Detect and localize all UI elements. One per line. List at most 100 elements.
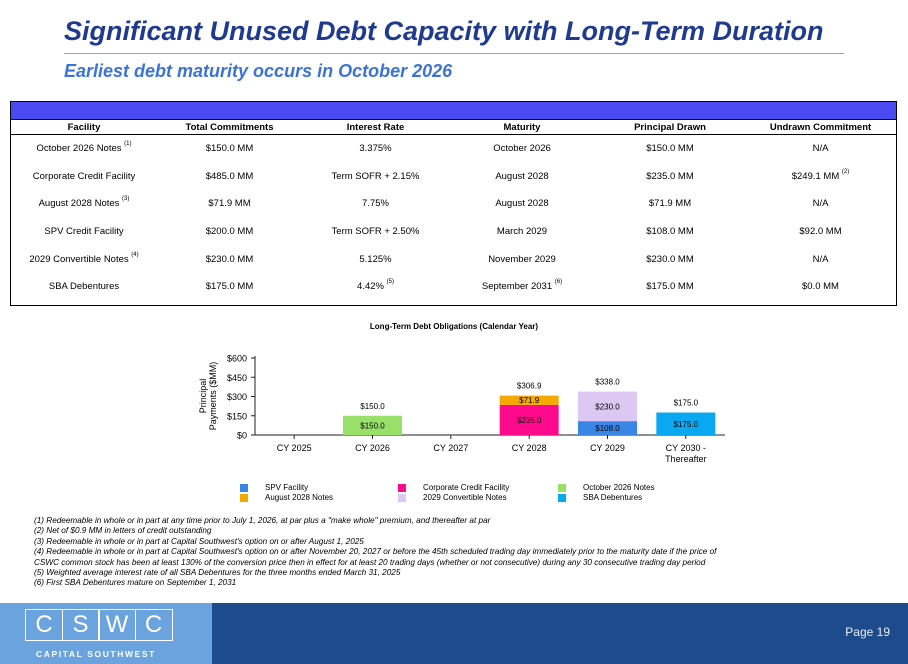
table-cell-total: $175.0 MM [157, 281, 302, 292]
cell-text: 3.375% [359, 143, 392, 155]
table-row: October 2026 Notes (1) $150.0 MM 3.375% Oct… [11, 135, 896, 163]
table-cell-facility: 2029 Convertible Notes (4) [11, 251, 157, 265]
cell-text: $249.1 MM [791, 170, 840, 182]
chart-title: Long-Term Debt Obligations (Calendar Yea… [369, 322, 539, 331]
cell-text: $0.0 MM [802, 281, 839, 293]
legend-swatch [240, 494, 248, 502]
bar-data-label: $71.9 [519, 396, 540, 405]
legend-swatch [240, 484, 248, 492]
table-cell-facility: August 2028 Notes (3) [11, 196, 157, 209]
cell-text: $230.0 MM [646, 253, 694, 265]
table-cell-rate: Term SOFR + 2.15% [302, 171, 449, 182]
column-header: Maturity [503, 121, 541, 133]
legend-swatch [558, 494, 566, 502]
footnote-ref: (6) [554, 279, 563, 286]
table-cell-maturity: November 2029 [449, 254, 595, 265]
table-cell-rate: 5.125% [302, 254, 449, 265]
cell-text: March 2029 [496, 226, 548, 238]
bar-data-label: $175.0 [674, 420, 699, 429]
bar-total-label: $150.0 [360, 402, 385, 411]
cell-text: 4.42% [357, 281, 384, 293]
table-cell-undrawn: N/A [745, 198, 896, 209]
table-cell-drawn: $235.0 MM [595, 171, 745, 182]
bar-segment [499, 395, 559, 405]
x-tick-label: CY 2025 [277, 443, 312, 453]
cell-text: SBA Debentures [48, 281, 120, 293]
y-tick-label: $600 [227, 354, 247, 364]
table-cell-maturity: August 2028 [449, 171, 595, 182]
cell-text: N/A [812, 143, 829, 155]
table-cell-total: $200.0 MM [157, 226, 302, 237]
bar-segment [656, 412, 716, 435]
table-cell-rate: 3.375% [302, 143, 449, 154]
page-number: Page 19 [845, 625, 890, 639]
table-cell-drawn: $108.0 MM [595, 226, 745, 237]
legend-label: SPV Facility [265, 483, 309, 492]
table-cell-maturity: September 2031 (6) [449, 279, 595, 293]
y-tick-label: $0 [237, 431, 247, 441]
bar-segment [578, 391, 637, 422]
cell-text: 5.125% [359, 253, 392, 265]
logo-letter: W [98, 609, 136, 641]
table-cell-total: $150.0 MM [157, 143, 302, 154]
table-cell-maturity: October 2026 [449, 143, 595, 154]
column-header: Undrawn Commitment [769, 121, 872, 133]
x-tick-label: CY 2028 [512, 443, 547, 453]
table-cell-total: $230.0 MM [157, 254, 302, 265]
bar-data-label: $108.0 [595, 424, 620, 433]
column-header: Principal Drawn [634, 121, 706, 133]
footnote: (6) First SBA Debentures mature on Septe… [34, 578, 237, 588]
page-title: Significant Unused Debt Capacity with Lo… [64, 16, 824, 46]
footnote: (2) Net of $0.9 MM in letters of credit … [34, 526, 212, 536]
cell-text: October 2026 Notes [36, 143, 122, 155]
bar-segment [578, 421, 637, 435]
column-header: Facility [67, 121, 101, 133]
x-tick-label: CY 2027 [433, 443, 468, 453]
cell-text: August 2028 [495, 170, 549, 182]
table-cell-undrawn: N/A [745, 254, 896, 265]
bar-total-label: $338.0 [595, 378, 620, 387]
table-row: 2029 Convertible Notes (4) $230.0 MM 5.125… [11, 245, 896, 273]
logo-letters: C S W C [25, 609, 173, 641]
y-tick-label: $450 [227, 373, 247, 383]
x-tick-label: CY 2029 [590, 443, 625, 453]
cell-text: September 2031 [481, 281, 553, 293]
bar-total-label: $175.0 [674, 399, 699, 408]
footnote-ref: (4) [131, 251, 139, 258]
cell-text: $71.9 MM [208, 198, 251, 210]
cell-text: $92.0 MM [799, 226, 842, 238]
table-cell-rate: 4.42% (5) [302, 279, 449, 293]
table-cell-drawn: $150.0 MM [595, 143, 745, 154]
debt-table: Facility Total Commitments Interest Rate… [10, 101, 897, 306]
legend-label: August 2028 Notes [265, 493, 334, 502]
table-cell-facility: SBA Debentures [11, 281, 157, 292]
legend-label: Corporate Credit Facility [423, 483, 510, 492]
cell-text: October 2026 [493, 143, 551, 155]
table-cell-undrawn: $92.0 MM [745, 226, 896, 237]
cell-text: $108.0 MM [646, 226, 694, 238]
table-cell-drawn: $230.0 MM [595, 254, 745, 265]
cswc-logo: C S W C CAPITAL SOUTHWEST [0, 603, 212, 664]
cell-text: Corporate Credit Facility [32, 170, 136, 182]
logo-letter: S [61, 609, 100, 641]
table-cell-maturity: March 2029 [449, 226, 595, 237]
table-row: SPV Credit Facility $200.0 MM Term SOFR + … [11, 218, 896, 246]
cell-text: November 2029 [488, 253, 556, 265]
legend-swatch [398, 484, 406, 492]
title-divider [64, 53, 844, 54]
legend-label: October 2026 Notes [583, 483, 655, 492]
logo-letter: C [134, 609, 173, 641]
cell-text: $150.0 MM [205, 143, 254, 155]
x-tick-label: CY 2030 -Thereafter [665, 443, 707, 464]
footnote: (5) Weighted average interest rate of al… [34, 568, 401, 578]
cell-text: $230.0 MM [205, 253, 254, 265]
footnote-ref: (2) [841, 168, 850, 175]
table-cell-facility: Corporate Credit Facility [11, 171, 157, 182]
table-row: SBA Debentures $175.0 MM 4.42% (5) Septembe… [11, 273, 896, 301]
page-subtitle: Earliest debt maturity occurs in October… [64, 61, 453, 81]
footnote: (1) Redeemable in whole or in part at an… [34, 516, 491, 525]
bar-data-label: $230.0 [595, 402, 620, 411]
cell-text: Term SOFR + 2.15% [331, 170, 420, 182]
table-cell-facility: SPV Credit Facility [11, 226, 157, 237]
cell-text: 7.75% [362, 198, 389, 210]
